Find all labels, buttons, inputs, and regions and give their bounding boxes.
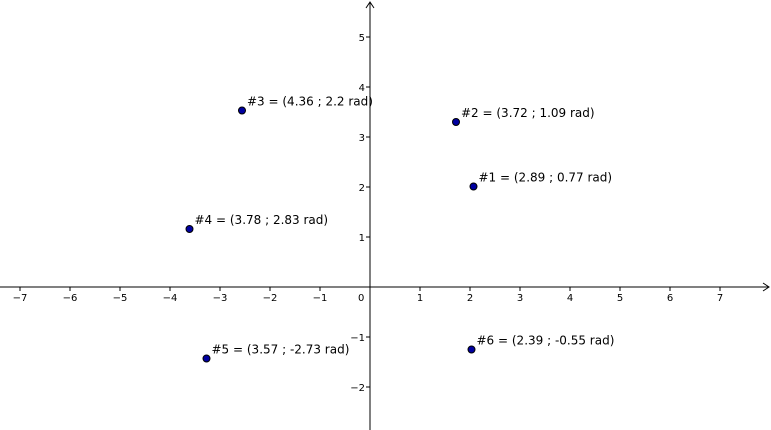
x-tick-label: 5 bbox=[617, 293, 623, 304]
data-point bbox=[469, 182, 478, 191]
y-axis-ticks: −2 −1 1 2 3 4 5 bbox=[350, 33, 370, 394]
origin-label: 0 bbox=[358, 293, 364, 304]
point-label: #2 = (3.72 ; 1.09 rad) bbox=[461, 106, 595, 120]
y-axis-arrow bbox=[365, 1, 375, 9]
data-point bbox=[238, 106, 246, 115]
point-label: #3 = (4.36 ; 2.2 rad) bbox=[247, 95, 373, 109]
x-tick-label: 2 bbox=[467, 293, 473, 304]
y-tick-label: 1 bbox=[359, 233, 365, 244]
y-tick-label: −1 bbox=[350, 333, 365, 344]
data-point bbox=[202, 354, 211, 363]
x-tick-label: 7 bbox=[717, 293, 723, 304]
y-tick-label: 4 bbox=[359, 83, 365, 94]
data-point bbox=[467, 345, 476, 354]
x-tick-label: −7 bbox=[13, 293, 28, 304]
x-axis-ticks: −7 −6 −5 −4 −3 −2 −1 1 2 3 4 5 6 7 bbox=[13, 287, 723, 304]
y-tick-label: 2 bbox=[359, 183, 365, 194]
x-tick-label: 6 bbox=[667, 293, 673, 304]
x-tick-label: −3 bbox=[213, 293, 228, 304]
x-tick-label: −4 bbox=[163, 293, 178, 304]
data-point bbox=[452, 118, 460, 126]
y-tick-label: 3 bbox=[359, 133, 365, 144]
point-label: #1 = (2.89 ; 0.77 rad) bbox=[479, 171, 613, 185]
data-points: #1 = (2.89 ; 0.77 rad) #2 = (3.72 ; 1.09 … bbox=[185, 95, 615, 363]
x-axis-arrow bbox=[762, 282, 770, 292]
data-point bbox=[185, 225, 194, 233]
y-tick-label: −2 bbox=[350, 383, 365, 394]
x-tick-label: −6 bbox=[63, 293, 78, 304]
point-label: #6 = (2.39 ; -0.55 rad) bbox=[477, 334, 615, 348]
point-label: #4 = (3.78 ; 2.83 rad) bbox=[195, 213, 329, 227]
point-label: #5 = (3.57 ; -2.73 rad) bbox=[212, 343, 350, 357]
x-tick-label: 1 bbox=[417, 293, 423, 304]
x-tick-label: −1 bbox=[313, 293, 328, 304]
y-tick-label: 5 bbox=[359, 33, 365, 44]
x-tick-label: 3 bbox=[517, 293, 523, 304]
x-tick-label: −2 bbox=[263, 293, 278, 304]
x-tick-label: −5 bbox=[113, 293, 128, 304]
x-tick-label: 4 bbox=[567, 293, 573, 304]
